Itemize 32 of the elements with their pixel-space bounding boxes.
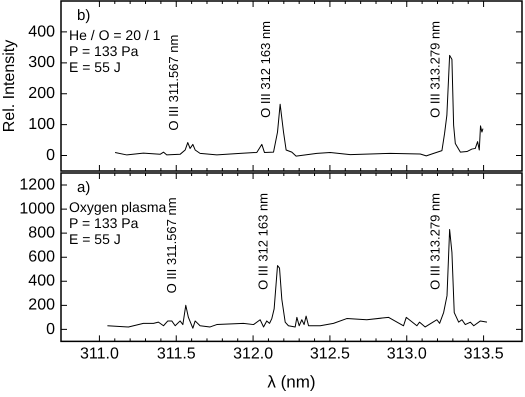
x-tick-label: 313.0 <box>386 345 427 362</box>
x-tick-label: 313.5 <box>464 345 504 362</box>
x-tick-label: 312.5 <box>310 345 350 362</box>
annotation: b) <box>77 7 90 24</box>
x-tick-label: 312.0 <box>233 345 274 362</box>
x-tick-label: 311.5 <box>156 345 196 362</box>
annotation: P = 133 Pa <box>69 214 139 231</box>
annotation: O III 313.279 nm <box>428 20 443 118</box>
y-tick-label: 1200 <box>19 176 56 194</box>
y-tick-label: 800 <box>28 224 56 242</box>
annotation: a) <box>77 179 90 196</box>
y-tick-label: 400 <box>28 23 56 40</box>
y-tick-label: 300 <box>28 54 56 72</box>
y-tick-label: 600 <box>28 248 56 266</box>
annotation: O III 311.567 nm <box>166 34 181 131</box>
y-tick-label: 200 <box>28 296 56 314</box>
x-axis-title: λ (nm) <box>267 372 316 392</box>
y-axis-title: Rel. Intensity <box>1 40 18 132</box>
annotation: E = 55 J <box>69 230 121 247</box>
x-tick-label: 311.0 <box>80 345 119 362</box>
y-tick-label: 1000 <box>19 200 56 218</box>
y-tick-label: 200 <box>28 85 56 102</box>
annotation: O III 312 163 nm <box>256 192 271 290</box>
annotation: P = 133 Pa <box>69 42 139 59</box>
annotation: E = 55 J <box>69 58 121 75</box>
y-tick-label: 0 <box>46 146 56 164</box>
annotation: He / O = 20 / 1 <box>69 26 161 43</box>
y-tick-label: 100 <box>28 116 56 134</box>
annotation: O III 313.279 nm <box>428 192 443 290</box>
y-tick-label: 400 <box>28 272 56 290</box>
y-tick-label: 0 <box>46 320 56 338</box>
annotation: O III 312 163 nm <box>258 20 274 118</box>
